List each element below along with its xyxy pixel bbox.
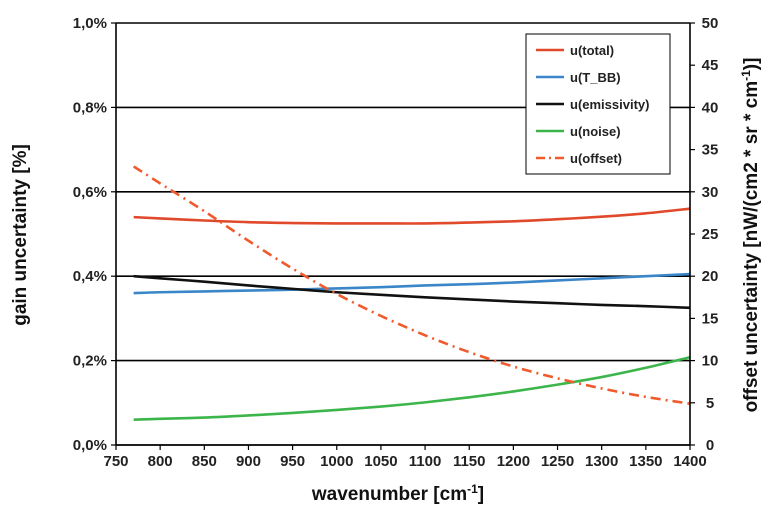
- y-left-tick-labels: 0,0% 0,2% 0,4% 0,6% 0,8% 1,0%: [73, 15, 116, 454]
- y-left-tick-label: 0,6%: [73, 184, 107, 201]
- series-line-u-noise: [133, 355, 691, 421]
- y-right-tick-label: 30: [702, 184, 719, 201]
- series-lines: [132, 165, 691, 421]
- x-tick-label: 1000: [320, 453, 353, 470]
- y-right-tick-label: 25: [702, 226, 719, 243]
- y-right-tick-labels: 0 5 10 15 20 25 30 35 40 45 50: [690, 15, 718, 454]
- y-right-tick-label: 20: [702, 268, 719, 285]
- legend-label: u(T_BB): [570, 70, 621, 85]
- y-left-tick-label: 0,0%: [73, 437, 107, 454]
- x-tick-label: 1200: [497, 453, 530, 470]
- x-tick-label: 1250: [541, 453, 574, 470]
- x-axis-title: wavenumber [cm-1]: [311, 482, 484, 505]
- legend-label: u(total): [570, 43, 614, 58]
- y-left-axis-title: gain uncertainty [%]: [10, 144, 31, 326]
- y-right-tick-label: 15: [702, 310, 719, 327]
- y-right-tick-label: 50: [702, 15, 719, 32]
- y-left-tick-label: 0,8%: [73, 99, 107, 116]
- y-left-tick-label: 1,0%: [73, 15, 107, 32]
- y-right-axis-title: offset uncertainty [nW/(cm2 * sr * cm-1)…: [739, 58, 762, 413]
- x-tick-label: 900: [236, 453, 261, 470]
- x-tick-labels: 750 800 850 900 950 1000 1050 1100 1150 1200 1250 1…: [103, 445, 707, 470]
- y-right-tick-label: 10: [702, 353, 719, 370]
- y-right-tick-label: 5: [706, 395, 714, 412]
- series-line-u-offset: [132, 165, 691, 405]
- x-tick-label: 1350: [629, 453, 662, 470]
- x-tick-label: 1300: [585, 453, 618, 470]
- legend: u(total) u(T_BB) u(emissivity) u(noise) u(of…: [525, 33, 671, 175]
- legend-label: u(noise): [570, 124, 621, 139]
- y-right-tick-label: 45: [702, 57, 719, 74]
- x-tick-label: 850: [192, 453, 217, 470]
- legend-label: u(offset): [570, 151, 622, 166]
- y-right-tick-label: 40: [702, 99, 719, 116]
- series-line-u-total: [133, 207, 691, 225]
- x-tick-label: 750: [103, 453, 128, 470]
- x-tick-label: 1400: [673, 453, 706, 470]
- y-left-tick-label: 0,4%: [73, 268, 107, 285]
- x-tick-label: 950: [280, 453, 305, 470]
- x-tick-label: 1100: [409, 453, 442, 470]
- y-left-tick-label: 0,2%: [73, 353, 107, 370]
- y-right-tick-label: 35: [702, 142, 719, 159]
- y-right-tick-label: 0: [706, 437, 714, 454]
- series-line-u-emissivity: [133, 274, 691, 310]
- series-line-u-t-bb: [133, 272, 691, 295]
- legend-label: u(emissivity): [570, 97, 649, 112]
- x-tick-label: 1150: [453, 453, 486, 470]
- x-tick-label: 800: [148, 453, 173, 470]
- x-tick-label: 1050: [364, 453, 397, 470]
